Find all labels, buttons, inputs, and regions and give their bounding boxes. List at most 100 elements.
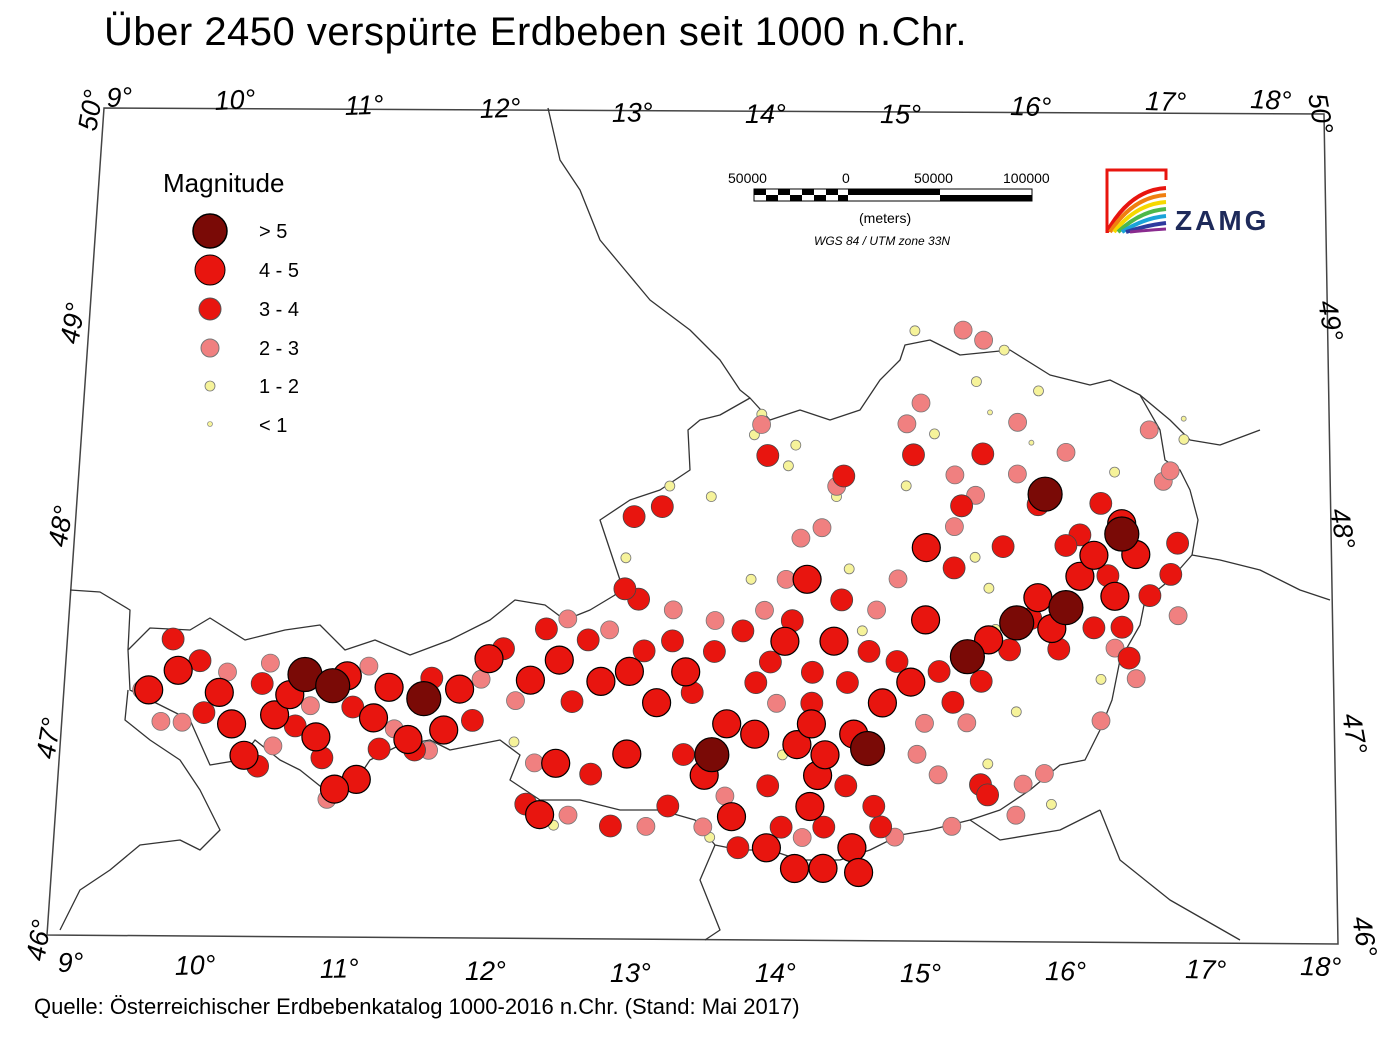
earthquake-marker bbox=[560, 690, 584, 713]
source-note: Quelle: Österreichischer Erdbebenkatalog… bbox=[34, 994, 800, 1019]
earthquake-marker bbox=[849, 730, 886, 767]
earthquake-marker bbox=[576, 628, 600, 652]
earthquake-marker bbox=[515, 665, 546, 695]
earthquake-marker bbox=[1109, 466, 1120, 478]
earthquake-marker bbox=[942, 816, 962, 836]
lat-labels-right: 50° 49° 48° 47° 46° bbox=[1302, 91, 1383, 960]
earthquake-marker bbox=[541, 748, 571, 778]
earthquake-marker bbox=[1027, 476, 1063, 512]
logo-text: ZAMG bbox=[1175, 205, 1269, 236]
lon-label-top: 16° bbox=[1010, 91, 1052, 122]
earthquake-marker bbox=[1091, 711, 1111, 731]
earthquake-marker bbox=[705, 611, 725, 630]
earthquake-marker bbox=[982, 758, 994, 770]
legend: Magnitude > 5 4 - 5 3 - 4 2 - 3 1 - 2 < … bbox=[163, 168, 299, 437]
legend-label: 3 - 4 bbox=[259, 299, 299, 321]
earthquake-marker bbox=[445, 674, 475, 704]
earthquake-marker bbox=[783, 460, 794, 472]
legend-label: < 1 bbox=[259, 415, 287, 437]
earthquake-marker bbox=[755, 600, 774, 620]
legend-label: 1 - 2 bbox=[259, 376, 299, 398]
earthquake-marker bbox=[942, 556, 966, 580]
lat-label-left: 50° bbox=[72, 87, 109, 133]
lat-label-right: 48° bbox=[1324, 506, 1361, 552]
earthquake-marker bbox=[843, 563, 855, 575]
earthquake-marker bbox=[613, 577, 637, 601]
earthquake-marker bbox=[796, 709, 827, 739]
earthquake-marker bbox=[217, 709, 247, 739]
earthquake-marker bbox=[664, 480, 676, 492]
legend-label: 2 - 3 bbox=[259, 338, 299, 360]
earthquake-marker bbox=[535, 617, 558, 641]
scale-label: 50000 bbox=[728, 170, 767, 186]
scale-label: 100000 bbox=[1003, 170, 1050, 186]
scale-projection: WGS 84 / UTM zone 33N bbox=[814, 234, 950, 248]
earthquake-marker bbox=[909, 325, 921, 337]
earthquake-marker bbox=[969, 551, 981, 563]
earthquake-marker bbox=[1013, 774, 1033, 794]
slovenia-croatia-border bbox=[969, 809, 1101, 841]
earthquake-marker bbox=[632, 639, 656, 663]
lon-label-bottom: 13° bbox=[610, 958, 651, 988]
earthquake-marker bbox=[151, 712, 171, 731]
earthquake-marker bbox=[1054, 534, 1078, 557]
earthquake-marker bbox=[837, 833, 867, 863]
country-borders bbox=[59, 107, 1331, 941]
legend-symbol-class2 bbox=[200, 338, 220, 358]
earthquake-marker bbox=[888, 569, 908, 589]
earthquake-marker bbox=[941, 690, 965, 714]
earthquake-marker bbox=[1104, 516, 1140, 552]
earthquake-marker bbox=[172, 712, 192, 732]
earthquake-marker bbox=[620, 552, 632, 564]
earthquake-marker bbox=[812, 815, 836, 839]
earthquake-marker bbox=[622, 505, 646, 528]
earthquake-marker bbox=[263, 736, 283, 756]
earthquake-marker bbox=[429, 715, 459, 745]
earthquake-marker bbox=[663, 600, 683, 620]
lon-label-top: 18° bbox=[1250, 84, 1293, 116]
earthquake-marker bbox=[915, 713, 934, 733]
earthquake-marker bbox=[1065, 561, 1095, 591]
lon-label-bottom: 14° bbox=[755, 958, 796, 988]
earthquake-marker bbox=[393, 724, 423, 755]
earthquake-marker bbox=[315, 668, 351, 704]
earthquake-marker bbox=[192, 701, 216, 724]
earthquake-marker bbox=[795, 791, 825, 822]
earthquake-marker bbox=[856, 625, 868, 637]
earthquake-marker bbox=[911, 393, 931, 413]
lon-labels-bottom: 9° 10° 11° 12° 13° 14° 15° 16° 17° 18° bbox=[57, 947, 1342, 989]
earthquake-marker bbox=[770, 626, 800, 656]
earthquake-marker bbox=[1178, 433, 1190, 445]
scale-bar: 50000 0 50000 100000 (meters) WGS 84 / U… bbox=[728, 170, 1050, 248]
earthquake-marker bbox=[1048, 589, 1084, 626]
earthquake-marker bbox=[1166, 531, 1189, 555]
earthquake-marker bbox=[910, 605, 941, 635]
earthquake-marker bbox=[911, 532, 941, 563]
lon-label-bottom: 16° bbox=[1045, 956, 1087, 987]
earthquake-marker bbox=[134, 675, 164, 705]
earthquake-marker bbox=[656, 794, 680, 818]
earthquake-marker bbox=[791, 528, 811, 548]
earthquake-marker bbox=[971, 442, 995, 466]
earthquake-marker bbox=[830, 588, 854, 612]
earthquake-marker bbox=[945, 517, 964, 536]
earthquake-marker bbox=[712, 709, 742, 739]
earthquake-marker bbox=[819, 626, 849, 656]
zamg-logo: ZAMG bbox=[1105, 168, 1269, 236]
earthquake-marker bbox=[358, 703, 389, 733]
earthquake-marker bbox=[641, 688, 672, 718]
earthquake-marker bbox=[250, 672, 274, 695]
earthquake-markers bbox=[132, 320, 1190, 888]
earthquake-marker bbox=[600, 620, 619, 640]
earthquake-marker bbox=[1089, 491, 1113, 515]
lon-label-top: 17° bbox=[1145, 86, 1187, 117]
lat-label-left: 48° bbox=[42, 503, 79, 549]
earthquake-marker bbox=[1139, 420, 1159, 440]
lat-labels-left: 50° 49° 48° 47° 46° bbox=[20, 87, 109, 963]
lon-label-bottom: 11° bbox=[320, 953, 360, 984]
lon-labels-top: 9° 10° 11° 12° 13° 14° 15° 16° 17° 18° bbox=[106, 82, 1292, 130]
lat-label-right: 49° bbox=[1312, 298, 1349, 344]
earthquake-marker bbox=[703, 640, 726, 663]
lon-label-bottom: 9° bbox=[57, 947, 84, 978]
earthquake-marker bbox=[636, 817, 656, 836]
